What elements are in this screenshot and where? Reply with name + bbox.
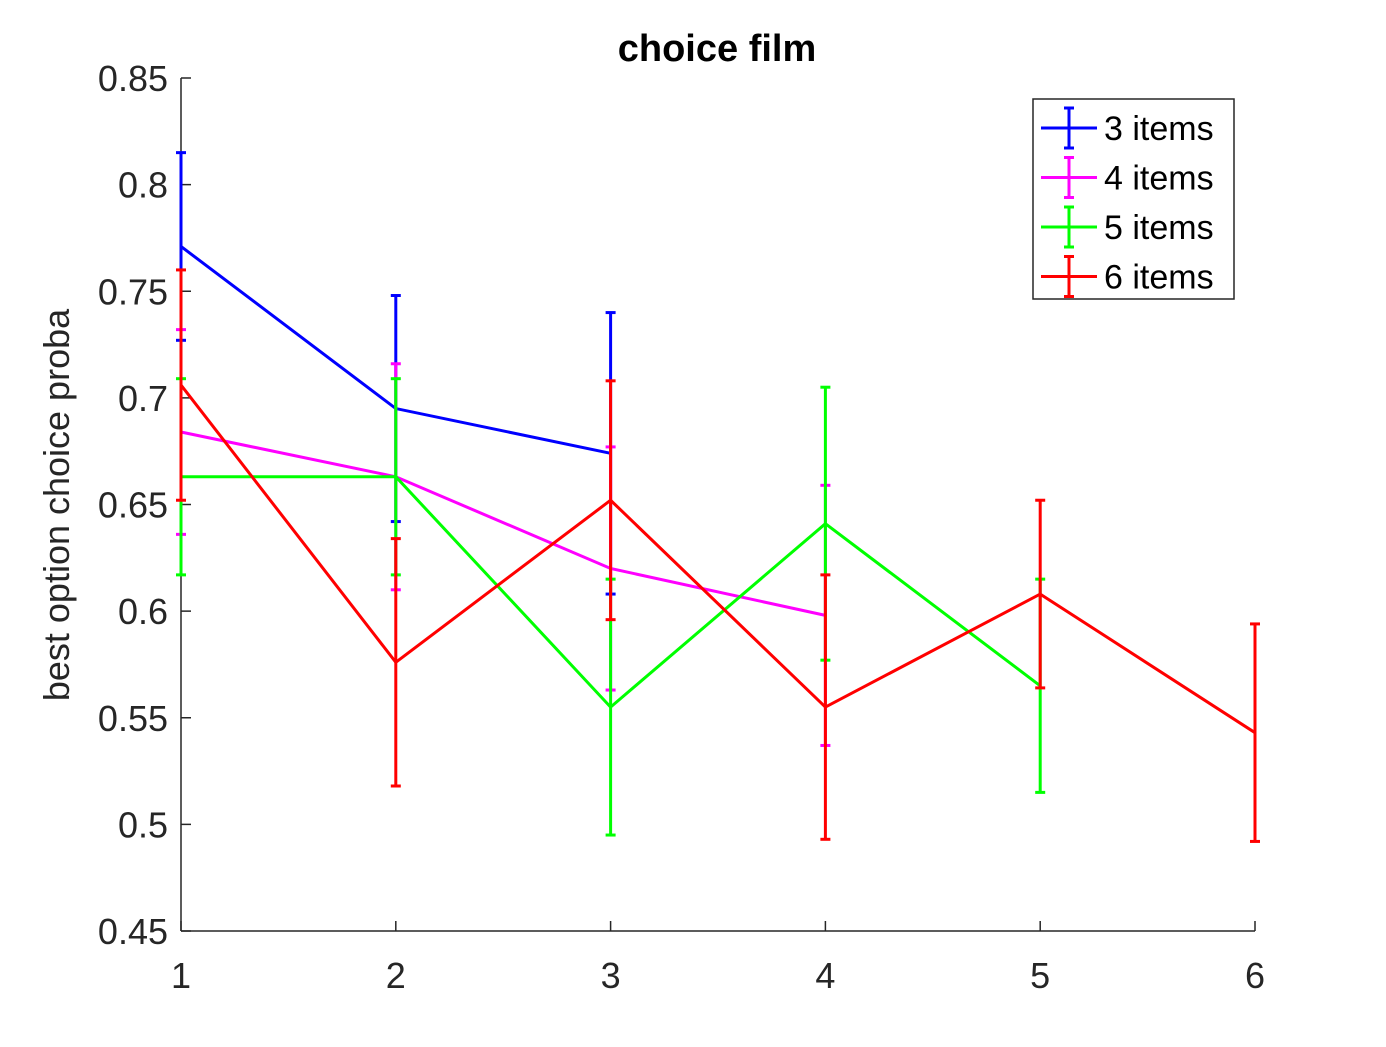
y-tick-label: 0.65	[98, 485, 168, 526]
y-tick-label: 0.75	[98, 271, 168, 312]
x-tick-label: 3	[601, 955, 621, 996]
legend-label: 6 items	[1104, 259, 1214, 297]
y-tick-label: 0.85	[98, 58, 168, 99]
axes: 1 2 3 4 5 6 0.45 0.5 0.55 0.6 0.65 0.7 0.75 0.8 0.85	[98, 58, 1265, 996]
y-tick-label: 0.8	[118, 165, 168, 206]
legend-item: 6 items	[1041, 255, 1214, 298]
x-tick-label: 5	[1030, 955, 1050, 996]
chart-title: choice film	[618, 28, 817, 70]
series-line	[180, 430, 826, 617]
series-1	[176, 328, 831, 747]
series-layer	[176, 151, 1260, 843]
y-tick-label: 0.5	[118, 804, 168, 845]
legend: 3 items 4 items 5 items 6 items	[1032, 98, 1235, 300]
y-tick-label: 0.7	[118, 378, 168, 419]
series-3	[176, 268, 1260, 843]
legend-label: 4 items	[1104, 160, 1214, 198]
x-tick-label: 1	[171, 955, 191, 996]
y-axis-label: best option choice proba	[36, 308, 77, 701]
y-tick-label: 0.55	[98, 698, 168, 739]
x-tick-label: 2	[386, 955, 406, 996]
legend-label: 5 items	[1104, 209, 1214, 247]
y-tick-label: 0.6	[118, 591, 168, 632]
x-tick-label: 6	[1245, 955, 1265, 996]
y-tick-label: 0.45	[98, 911, 168, 952]
legend-item: 4 items	[1041, 156, 1214, 199]
legend-label: 3 items	[1104, 110, 1214, 148]
legend-item: 5 items	[1041, 205, 1214, 249]
series-line	[179, 384, 1256, 734]
legend-item: 3 items	[1041, 106, 1214, 150]
x-tick-label: 4	[815, 955, 835, 996]
